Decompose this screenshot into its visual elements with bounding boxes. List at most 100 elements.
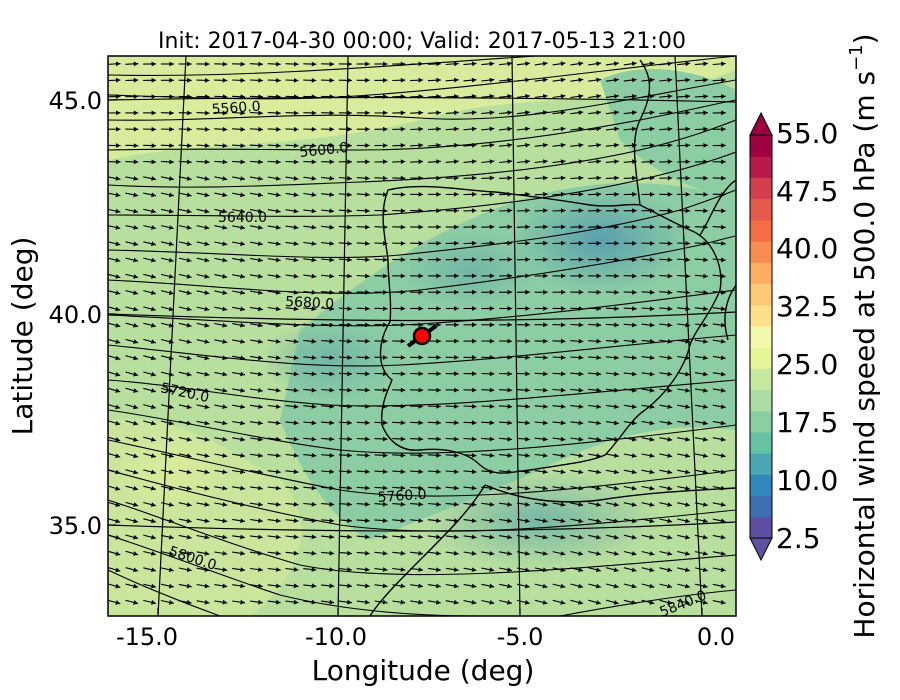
wind-arrow-head (347, 469, 352, 474)
wind-arrow-head (115, 274, 121, 279)
wind-arrow-head (720, 404, 726, 409)
wind-arrow-head (400, 371, 406, 377)
wind-arrow-head (685, 567, 690, 573)
wind-arrow-head (685, 502, 690, 507)
wind-arrow-head (418, 501, 424, 507)
wind-arrow-head (168, 176, 174, 181)
wind-arrow-head (525, 322, 530, 328)
y-tick-label: 45.0 (49, 87, 102, 115)
wind-arrow-head (418, 469, 424, 474)
wind-arrow-head (667, 110, 673, 116)
wind-arrow-head (169, 94, 174, 99)
wind-arrow-head (631, 387, 637, 393)
wind-arrow-head (560, 126, 566, 132)
wind-arrow-head (222, 159, 228, 165)
wind-arrow-head (240, 388, 245, 393)
wind-arrow-head (275, 290, 281, 295)
wind-arrow-head (258, 469, 263, 475)
wind-arrow-head (489, 551, 495, 556)
wind-arrow-head (311, 273, 317, 279)
wind-arrow-head (596, 289, 602, 295)
wind-arrow-head (649, 175, 655, 181)
wind-arrow-head (347, 452, 352, 458)
wind-arrow-head (293, 224, 299, 230)
wind-arrow-head (578, 208, 584, 213)
wind-arrow-head (489, 469, 495, 475)
wind-arrow-head (204, 355, 210, 361)
wind-arrow-head (222, 78, 228, 83)
wind-arrow-head (115, 600, 121, 605)
wind-arrow-head (293, 485, 299, 491)
wind-arrow-head (400, 289, 406, 295)
wind-arrow-head (186, 208, 192, 214)
wind-arrow-head (293, 94, 299, 100)
colorbar-segment (750, 474, 772, 497)
wind-arrow-head (721, 175, 726, 181)
wind-arrow-head (329, 355, 335, 360)
wind-arrow-head (240, 485, 245, 491)
colorbar-tick-label: 40.0 (776, 232, 838, 265)
wind-arrow-head (453, 583, 459, 589)
wind-arrow-head (632, 208, 637, 214)
wind-arrow-head (169, 159, 174, 165)
wind-arrow-head (525, 77, 530, 83)
wind-arrow-head (293, 290, 299, 295)
wind-arrow-head (382, 159, 388, 165)
wind-arrow-head (329, 387, 335, 393)
wind-arrow-head (329, 192, 335, 197)
wind-arrow-head (489, 600, 495, 605)
wind-arrow-head (525, 273, 530, 279)
wind-arrow-head (596, 224, 602, 230)
wind-arrow-head (133, 77, 139, 83)
wind-arrow-head (560, 110, 566, 115)
wind-arrow-head (667, 143, 673, 148)
wind-arrow-head (258, 322, 263, 328)
wind-arrow-head (578, 387, 584, 393)
wind-arrow-head (275, 469, 281, 475)
wind-arrow-head (240, 176, 245, 181)
wind-arrow-head (258, 534, 263, 540)
wind-arrow-head (667, 404, 673, 409)
wind-arrow-head (542, 502, 548, 507)
wind-arrow-head (525, 371, 530, 377)
colorbar-segment (750, 389, 772, 412)
wind-arrow-head (632, 338, 637, 344)
wind-arrow-head (649, 322, 655, 328)
wind-arrow-head (471, 599, 477, 605)
wind-arrow-head (685, 257, 691, 263)
wind-arrow-head (454, 192, 459, 197)
wind-arrow-head (168, 225, 174, 230)
wind-arrow-head (133, 126, 139, 132)
colorbar-frame (749, 134, 773, 539)
wind-arrow-head (329, 224, 335, 230)
wind-arrow-head (631, 567, 637, 573)
wind-arrow-head (418, 306, 424, 311)
wind-arrow-head (365, 61, 370, 67)
wind-arrow-head (133, 306, 139, 312)
wind-arrow-head (542, 567, 548, 573)
colorbar-tick-label: 17.5 (776, 406, 838, 439)
wind-arrow-head (311, 159, 317, 165)
wind-arrow-head (578, 257, 584, 262)
wind-arrow-head (614, 420, 619, 426)
wind-arrow-head (489, 257, 495, 262)
wind-arrow-head (365, 94, 370, 99)
wind-arrow-head (649, 273, 655, 279)
wind-arrow-head (347, 567, 352, 572)
wind-arrow-head (365, 404, 370, 409)
wind-arrow-head (596, 371, 602, 377)
wind-arrow-head (240, 502, 245, 507)
wind-arrow-head (204, 225, 210, 230)
map-plot-area: 5560.0 5600.0 5640.0 5680.0 5720.0 5760.… (108, 56, 736, 616)
wind-arrow-head (204, 551, 210, 556)
wind-arrow-head (418, 355, 424, 360)
wind-arrow-head (400, 110, 406, 116)
wind-arrow-head (685, 273, 691, 279)
y-tick-label: 40.0 (49, 301, 102, 329)
wind-arrow-head (649, 257, 655, 263)
wind-arrow-head (632, 273, 637, 279)
wind-arrow-head (311, 192, 317, 197)
wind-arrow-head (543, 420, 548, 426)
wind-arrow-head (151, 551, 156, 556)
wind-arrow-head (542, 94, 548, 99)
